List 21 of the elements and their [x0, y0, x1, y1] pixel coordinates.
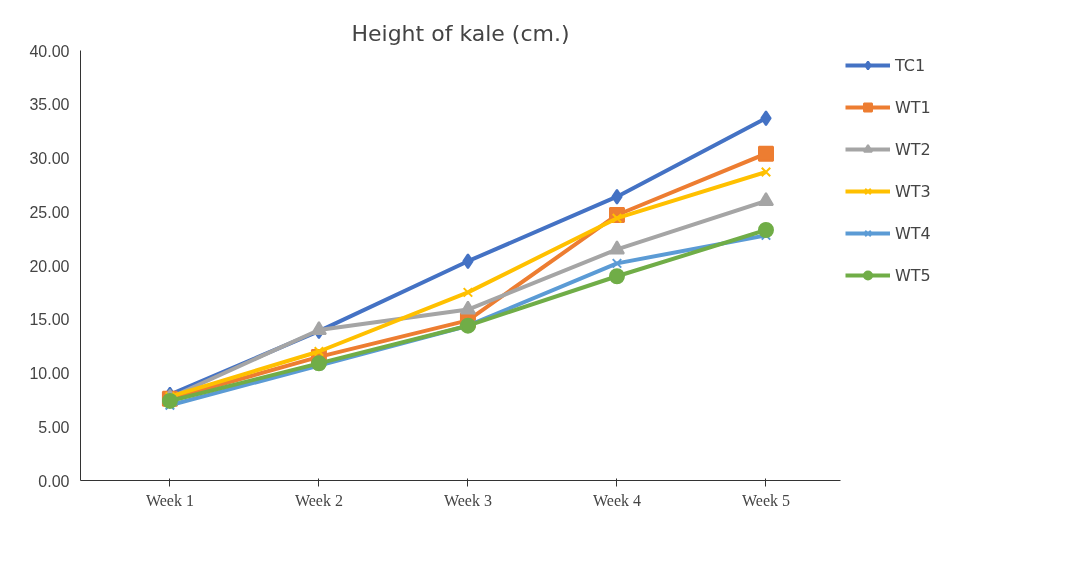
x-tick-label: Week 2 [294, 491, 343, 509]
legend-label: WT4 [895, 223, 931, 243]
y-tick-label: 30.00 [29, 150, 70, 167]
x-tick-label: Week 1 [145, 491, 194, 509]
y-tick-label: 25.00 [29, 203, 70, 221]
legend-label: WT2 [895, 139, 931, 159]
legend-label: WT5 [895, 265, 931, 285]
legend-label: TC1 [895, 55, 926, 75]
y-tick-label: 15.00 [29, 311, 70, 329]
legend-label: WT3 [895, 181, 931, 201]
y-tick-label: 35.00 [29, 96, 70, 114]
chart-title: Height of kale (cm.) [351, 20, 570, 46]
y-tick-label: 40.00 [29, 42, 70, 60]
legend-label: WT1 [895, 97, 931, 117]
y-tick-label: 10.00 [29, 365, 70, 382]
y-tick-label: 5.00 [38, 418, 70, 436]
x-tick-label: Week 3 [443, 491, 492, 509]
x-tick-label: Week 4 [592, 491, 641, 509]
y-tick-label: 20.00 [29, 257, 70, 275]
x-tick-label: Week 5 [741, 491, 791, 509]
y-tick-label: 0.00 [38, 472, 70, 490]
